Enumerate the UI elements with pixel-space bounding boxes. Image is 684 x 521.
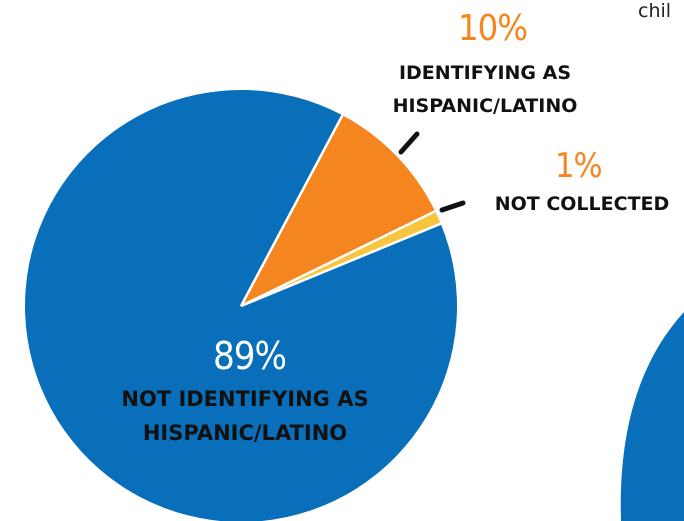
- leader-line-not-collected: [439, 200, 466, 213]
- pie-slices-group: [25, 90, 457, 521]
- second-pie-partial: [620, 312, 684, 521]
- slice-value-label-not-identifying: 89%: [213, 334, 287, 378]
- slice-category-label-not-identifying-line1: NOT IDENTIFYING AS: [121, 387, 369, 411]
- slice-category-label-identifying-line2: HISPANIC/LATINO: [392, 95, 578, 117]
- cropped-body-text: chil: [638, 0, 672, 22]
- leader-line-identifying: [398, 131, 420, 155]
- slice-category-label-identifying-line1: IDENTIFYING AS: [398, 62, 572, 84]
- slice-separator: [240, 210, 436, 308]
- slice-value-label-not-collected: 1%: [555, 146, 603, 186]
- slice-separator: [239, 114, 344, 307]
- slice-category-label-not-identifying-line2: HISPANIC/LATINO: [142, 421, 348, 445]
- slice-category-label-not-collected: NOT COLLECTED: [494, 193, 670, 215]
- slice-value-label-identifying: 10%: [458, 8, 528, 49]
- pie-slice: [241, 115, 436, 306]
- leader-lines-group: [398, 131, 466, 213]
- slice-separator: [240, 222, 442, 308]
